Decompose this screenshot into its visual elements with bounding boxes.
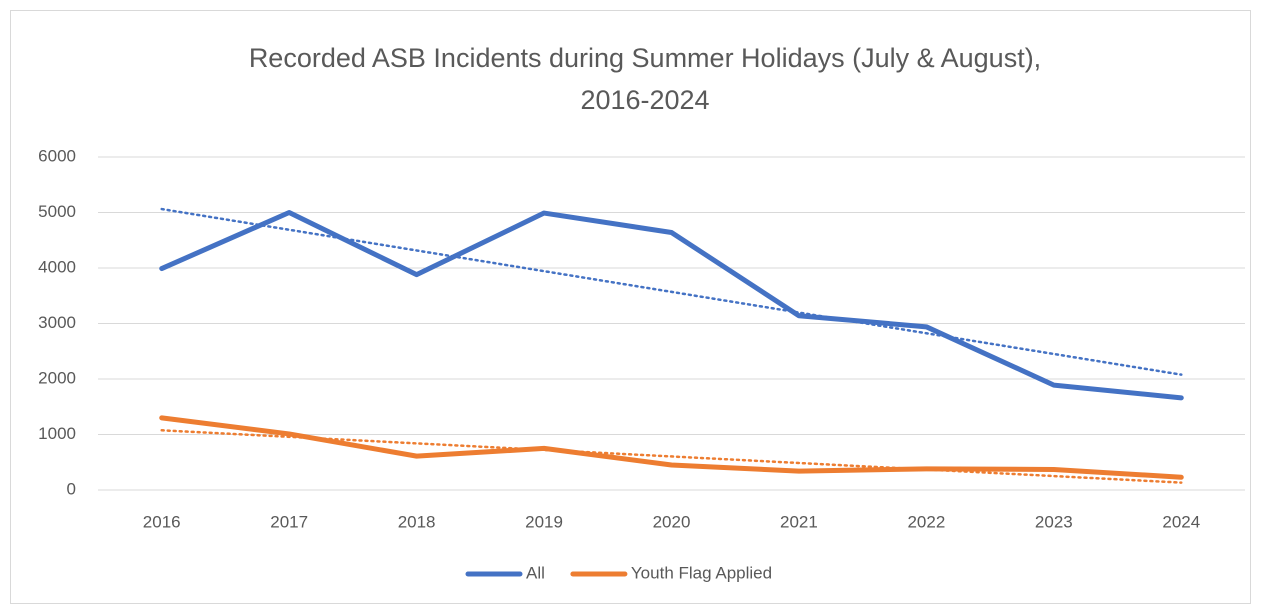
legend-label: Youth Flag Applied (631, 563, 772, 582)
x-tick-label: 2024 (1162, 512, 1200, 531)
chart-frame (10, 10, 1251, 604)
x-tick-label: 2018 (398, 512, 436, 531)
trendline (160, 207, 1183, 376)
chart-title: Recorded ASB Incidents during Summer Hol… (249, 43, 1041, 73)
y-tick-label: 1000 (38, 424, 76, 443)
legend-label: All (526, 563, 545, 582)
x-tick-label: 2020 (653, 512, 691, 531)
x-tick-label: 2022 (907, 512, 945, 531)
series-line (159, 415, 1184, 480)
y-tick-label: 2000 (38, 368, 76, 387)
y-tick-label: 3000 (38, 313, 76, 332)
x-tick-label: 2019 (525, 512, 563, 531)
chart-title: 2016-2024 (580, 85, 709, 115)
y-tick-label: 5000 (38, 202, 76, 221)
y-tick-label: 0 (67, 479, 76, 498)
x-tick-label: 2023 (1035, 512, 1073, 531)
x-tick-label: 2017 (270, 512, 308, 531)
series-line (159, 210, 1184, 401)
x-tick-label: 2021 (780, 512, 818, 531)
y-tick-label: 4000 (38, 257, 76, 276)
y-tick-label: 6000 (38, 146, 76, 165)
x-tick-label: 2016 (143, 512, 181, 531)
